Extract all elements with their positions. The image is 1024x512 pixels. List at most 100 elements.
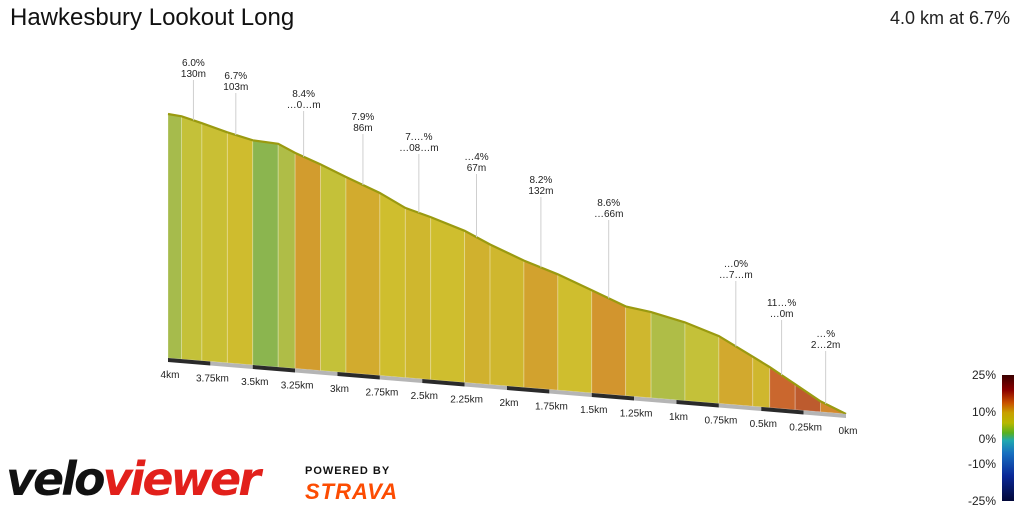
profile-segment-11 — [404, 207, 432, 381]
baseline-band-9 — [507, 386, 550, 394]
annotation-grade: 8.6% — [597, 198, 620, 209]
x-tick-label: 3.5km — [241, 377, 268, 388]
annotation-grade: 7.…% — [405, 132, 432, 143]
climb-annotation: 8.2%132m — [528, 175, 553, 268]
annotation-length: 130m — [181, 69, 206, 80]
climb-annotation: 8.4%…0…m — [287, 89, 321, 157]
annotation-length: 132m — [528, 186, 553, 197]
x-tick-label: 1km — [669, 412, 688, 423]
baseline-band-6 — [379, 375, 423, 383]
legend-label: 25% — [972, 368, 996, 382]
baseline-band-3 — [252, 365, 296, 373]
legend-label: -25% — [968, 494, 996, 508]
x-tick-label: 2.5km — [411, 391, 438, 402]
profile-segment-4 — [226, 131, 254, 366]
annotation-grade: 8.2% — [530, 175, 553, 186]
baseline-band-10 — [549, 389, 592, 397]
baseline-band-11 — [591, 393, 635, 401]
profile-segment-6 — [277, 143, 296, 369]
baseline-band-5 — [337, 372, 380, 380]
baseline-band-15 — [761, 407, 804, 415]
baseline-band-1 — [168, 358, 211, 366]
profile-segment-9 — [345, 176, 381, 376]
profile-segment-2 — [181, 115, 203, 362]
x-tick-label: 2km — [500, 398, 519, 409]
x-tick-label: 2.75km — [366, 388, 399, 399]
profile-segment-14 — [489, 243, 525, 388]
annotation-grade: 7.9% — [352, 112, 375, 123]
profile-segment-8 — [320, 163, 347, 374]
climb-annotation: 7.…%…08…m — [399, 132, 439, 213]
x-tick-label: 4km — [161, 370, 180, 381]
climb-annotation: 11…%…0m — [767, 298, 796, 376]
x-tick-label: 0km — [839, 426, 858, 437]
annotation-length: 103m — [223, 82, 248, 93]
annotation-grade: 6.7% — [224, 71, 247, 82]
climb-annotation: 7.9%86m — [352, 112, 375, 185]
annotation-length: …7…m — [719, 270, 753, 281]
gradient-legend-bar — [1002, 375, 1014, 501]
profile-segment-15 — [523, 259, 559, 391]
x-tick-label: 3.75km — [196, 374, 229, 385]
annotation-length: …0…m — [287, 100, 321, 111]
x-tick-label: 1.25km — [620, 409, 653, 420]
baseline-band-8 — [464, 382, 507, 390]
profile-segment-18 — [625, 305, 652, 399]
profile-segment-1 — [167, 113, 182, 360]
legend-label: 0% — [979, 432, 997, 446]
annotation-grade: …4% — [464, 152, 489, 163]
profile-segment-23 — [769, 366, 796, 411]
x-tick-label: 1.5km — [580, 405, 607, 416]
x-tick-label: 0.5km — [750, 419, 777, 430]
powered-by-label: POWERED BY — [305, 465, 391, 477]
annotation-length: …66m — [594, 209, 623, 220]
profile-segment-19 — [650, 311, 686, 402]
baseline-band-7 — [422, 379, 465, 387]
baseline-band-4 — [295, 368, 338, 376]
legend-label: -10% — [968, 457, 996, 471]
climb-annotation: 6.0%130m — [181, 58, 206, 121]
profile-segment-7 — [294, 152, 321, 372]
chart-title: Hawkesbury Lookout Long — [10, 4, 295, 31]
profile-segment-10 — [379, 192, 406, 379]
annotation-length: …08…m — [399, 143, 438, 154]
profile-top-edge — [167, 112, 847, 415]
profile-segment-5 — [252, 139, 279, 368]
logo-text-velo: velo — [6, 452, 106, 506]
baseline-band-12 — [634, 396, 677, 404]
powered-by-strava: POWERED BY STRAVA — [305, 466, 398, 503]
annotation-grade: …% — [816, 329, 835, 340]
x-tick-label: 1.75km — [535, 402, 568, 413]
annotation-grade: …0% — [724, 259, 749, 270]
legend-label: 10% — [972, 405, 996, 419]
annotation-length: 2…2m — [811, 340, 840, 351]
baseline-band-14 — [718, 403, 762, 411]
x-tick-label: 0.25km — [789, 423, 822, 434]
x-tick-label: 3km — [330, 384, 349, 395]
climb-annotation: 6.7%103m — [223, 71, 248, 135]
x-tick-label: 3.25km — [281, 381, 314, 392]
annotation-length: …0m — [770, 309, 794, 320]
profile-segment-16 — [557, 273, 593, 394]
strava-logo: STRAVA — [305, 479, 399, 504]
profile-segment-3 — [201, 122, 228, 364]
annotation-grade: 6.0% — [182, 58, 205, 69]
veloviewer-logo: veloviewer — [6, 452, 261, 508]
climb-annotation: …%2…2m — [811, 329, 840, 404]
profile-segment-13 — [464, 230, 491, 386]
annotation-grade: 8.4% — [292, 89, 315, 100]
climb-annotation: 8.6%…66m — [594, 198, 623, 299]
baseline-band-2 — [210, 361, 253, 369]
climb-annotation: …4%67m — [464, 152, 489, 238]
baseline-band-16 — [803, 410, 846, 418]
logo-text-viewer: viewer — [102, 452, 261, 506]
profile-segment-12 — [430, 216, 466, 383]
x-tick-label: 0.75km — [705, 416, 738, 427]
annotation-length: 86m — [353, 123, 372, 134]
climb-summary: 4.0 km at 6.7% — [889, 8, 1010, 28]
profile-segment-17 — [591, 289, 627, 397]
baseline-band-13 — [676, 400, 719, 408]
x-tick-label: 2.25km — [450, 395, 483, 406]
annotation-length: 67m — [467, 163, 486, 174]
